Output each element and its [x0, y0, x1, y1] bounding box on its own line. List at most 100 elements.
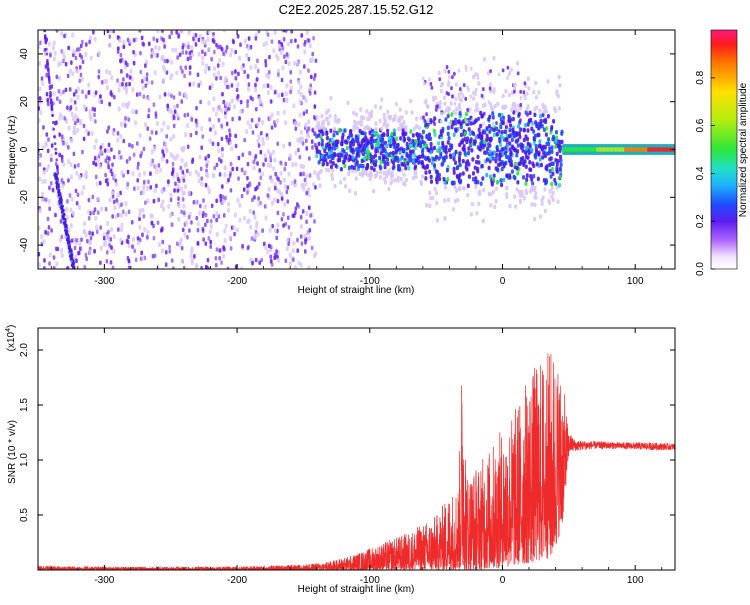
heatmap-cell [145, 59, 149, 65]
heatmap-cell [542, 178, 546, 183]
heatmap-cell [247, 36, 251, 41]
heatmap-cell [452, 132, 456, 137]
heatmap-cell [554, 139, 558, 144]
heatmap-cell [75, 237, 78, 243]
heatmap-cell [441, 143, 445, 148]
heatmap-cell [137, 161, 140, 167]
heatmap-cell [476, 166, 480, 172]
heatmap-cell [345, 145, 349, 151]
heatmap-cell [468, 131, 472, 136]
heatmap-cell [120, 222, 124, 228]
heatmap-cell [80, 76, 84, 82]
heatmap-cell [469, 66, 473, 71]
heatmap-cell [349, 143, 353, 149]
heatmap-cell [344, 183, 348, 189]
heatmap-cell [458, 158, 462, 163]
heatmap-cell [149, 185, 153, 190]
heatmap-cell [358, 171, 362, 177]
heatmap-cell [123, 123, 127, 128]
heatmap-cell [504, 129, 508, 134]
heatmap-cell [273, 185, 277, 191]
heatmap-cell [96, 157, 100, 163]
heatmap-cell [196, 221, 200, 227]
heatmap-cell [85, 174, 89, 180]
heatmap-cell [473, 165, 477, 171]
heatmap-cell [290, 180, 294, 186]
heatmap-cell [497, 162, 501, 168]
heatmap-cell [168, 107, 172, 113]
heatmap-cell [548, 150, 552, 155]
heatmap-cell [60, 154, 64, 160]
heatmap-cell [47, 198, 51, 204]
heatmap-cell [304, 122, 308, 128]
heatmap-cell [75, 170, 79, 176]
heatmap-cell [69, 162, 73, 168]
heatmap-cell [513, 194, 517, 199]
heatmap-cell [531, 181, 535, 186]
heatmap-cell [179, 186, 183, 192]
heatmap-cell [124, 82, 128, 87]
heatmap-cell [491, 176, 495, 182]
heatmap-cell [138, 208, 142, 214]
heatmap-cell [492, 132, 496, 138]
heatmap-cell [256, 231, 260, 237]
heatmap-cell [215, 162, 219, 168]
snr-line [38, 353, 675, 570]
heatmap-cell [264, 215, 268, 221]
heatmap-cell [160, 226, 164, 231]
colorbar-tick-label: 0.0 [695, 262, 706, 276]
heatmap-cell [62, 140, 65, 146]
heatmap-cell [337, 128, 341, 133]
heatmap-cell [432, 145, 436, 151]
heatmap-cell [352, 165, 356, 171]
heatmap-cell [509, 151, 513, 156]
heatmap-cell [129, 38, 133, 44]
heatmap-cell [323, 155, 327, 160]
heatmap-cell [524, 122, 528, 128]
heatmap-cell [220, 260, 223, 265]
heatmap-cell [79, 72, 83, 78]
heatmap-cell [173, 109, 177, 114]
heatmap-cell [500, 130, 504, 135]
heatmap-cell [402, 119, 406, 125]
heatmap-cell [403, 137, 407, 142]
heatmap-cell [548, 169, 552, 174]
heatmap-cell [395, 143, 399, 148]
heatmap-cell [218, 58, 222, 64]
heatmap-cell [527, 150, 531, 156]
heatmap-cell [389, 174, 393, 179]
heatmap-cell [229, 161, 233, 167]
heatmap-cell [142, 94, 146, 99]
heatmap-cell [222, 245, 225, 250]
heatmap-cell [451, 207, 455, 212]
heatmap-cell [183, 91, 187, 97]
heatmap-cell [174, 181, 177, 186]
heatmap-cell [280, 42, 284, 47]
heatmap-cell [160, 188, 164, 194]
heatmap-cell [518, 199, 522, 205]
heatmap-cell [332, 133, 336, 138]
heatmap-cell [303, 95, 307, 101]
heatmap-cell [297, 147, 300, 153]
heatmap-cell [375, 172, 379, 178]
heatmap-cell [166, 125, 170, 131]
heatmap-cell [467, 162, 471, 167]
heatmap-cell [49, 53, 52, 58]
heatmap-cell [404, 126, 408, 132]
snr-series [38, 353, 675, 570]
heatmap-cell [500, 135, 504, 140]
heatmap-cell [124, 89, 128, 95]
heatmap-cell [382, 132, 386, 137]
heatmap-cell [409, 129, 413, 134]
heatmap-cell [447, 69, 451, 74]
heatmap-cell [372, 138, 376, 144]
heatmap-cell [474, 87, 478, 93]
heatmap-cell [254, 154, 258, 159]
heatmap-cell [72, 92, 76, 97]
heatmap-cell [483, 150, 487, 155]
heatmap-cell [85, 129, 89, 135]
heatmap-cell [307, 265, 311, 269]
heatmap-cell [201, 39, 205, 45]
heatmap-cell [559, 162, 563, 168]
heatmap-cell [327, 154, 331, 160]
